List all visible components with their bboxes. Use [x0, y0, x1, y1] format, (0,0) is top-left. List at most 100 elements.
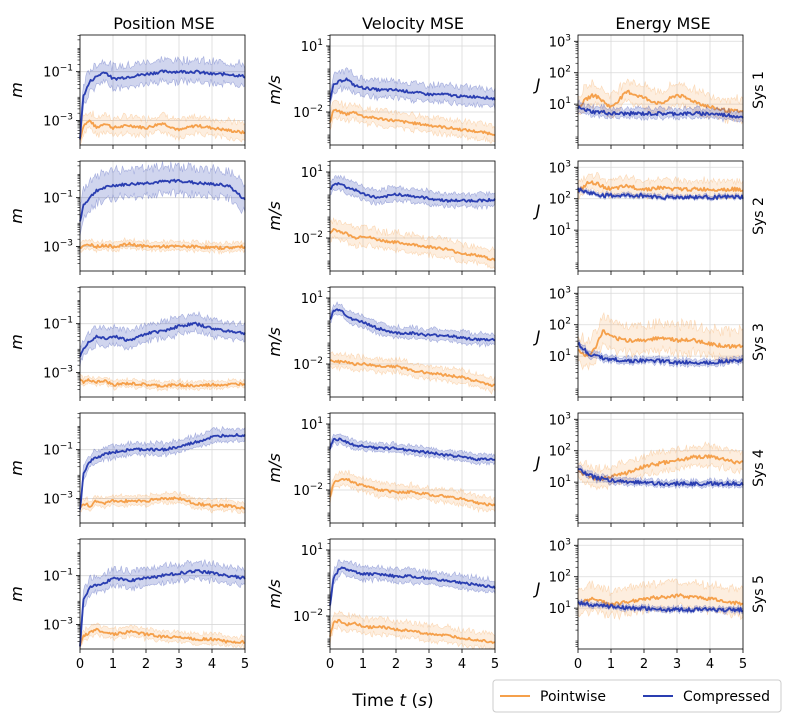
panel-4-3: 101 102 103 J Sys 4	[533, 411, 767, 527]
panel-frame	[329, 538, 496, 650]
y-tick-label: 102	[549, 443, 571, 460]
y-tick-label: 101	[549, 600, 571, 617]
y-tick-label: 10−3	[43, 113, 73, 130]
x-tick-label: 4	[458, 657, 466, 672]
y-axis-label: m/s	[265, 579, 284, 608]
y-tick-label: 10−2	[293, 608, 323, 625]
x-axis-label: Time t (s)	[351, 691, 433, 711]
series-line-pointwise	[577, 329, 744, 358]
y-tick-label: 10−3	[43, 491, 73, 508]
y-tick-label: 101	[549, 222, 571, 239]
y-axis-label: J	[533, 201, 541, 220]
y-tick-label: 10−1	[43, 568, 73, 585]
panel-3-1: 10−3 10−1 m	[7, 286, 246, 401]
row-label: Sys 1	[751, 71, 767, 109]
x-tick-label: 2	[142, 657, 150, 672]
legend: Pointwise Compressed	[492, 679, 782, 713]
panel-5-3: 0 1 2 3 4 5 101 102 103 J Sys 5	[533, 537, 767, 672]
x-tick-label: 2	[640, 657, 648, 672]
x-tick-label: 4	[706, 657, 714, 672]
series-line-pointwise	[329, 618, 496, 644]
y-tick-label: 103	[549, 285, 571, 302]
column-title-energy: Energy MSE	[615, 14, 710, 33]
x-tick-label: 5	[739, 657, 747, 672]
y-tick-label: 102	[549, 191, 571, 208]
y-tick-label: 101	[301, 290, 323, 307]
y-tick-label: 10−3	[43, 239, 73, 256]
series-line-pointwise	[577, 89, 744, 114]
x-tick-label: 0	[326, 657, 334, 672]
band-pointwise	[79, 373, 246, 392]
band-pointwise	[329, 351, 496, 395]
y-tick-label: 10−2	[293, 230, 323, 247]
panel-1-3: 101 102 103 J Sys 1	[533, 33, 767, 149]
y-tick-label: 10−1	[43, 190, 73, 207]
legend-box	[492, 679, 782, 713]
y-tick-label: 101	[549, 96, 571, 113]
y-tick-label: 10−3	[43, 365, 73, 382]
y-tick-label: 101	[549, 474, 571, 491]
row-label: Sys 3	[751, 323, 767, 361]
series-line-pointwise	[577, 180, 744, 194]
y-tick-label: 10−2	[293, 482, 323, 499]
row-label: Sys 5	[751, 575, 767, 613]
x-tick-label: 5	[491, 657, 499, 672]
series-line-pointwise	[329, 477, 496, 507]
panel-frame	[79, 538, 246, 650]
y-axis-label: m/s	[265, 453, 284, 482]
y-tick-label: 101	[301, 164, 323, 181]
legend-label-compressed: Compressed	[683, 689, 770, 705]
y-tick-label: 10−1	[43, 316, 73, 333]
y-axis-label: m/s	[265, 327, 284, 356]
y-tick-label: 10−2	[293, 356, 323, 373]
panel-frame	[329, 286, 496, 398]
y-tick-label: 103	[549, 33, 571, 50]
y-axis-label: J	[533, 453, 541, 472]
x-tick-label: 0	[574, 657, 582, 672]
band-compressed	[329, 433, 496, 466]
x-tick-label: 3	[175, 657, 183, 672]
x-tick-label: 2	[392, 657, 400, 672]
panel-4-2: 10−2 101 m/s	[265, 412, 496, 527]
panel-frame	[79, 286, 246, 398]
series-line-pointwise	[79, 241, 246, 251]
series-line-compressed	[577, 468, 744, 487]
y-axis-label: m	[7, 334, 26, 350]
panel-frame	[329, 160, 496, 272]
panel-frame	[79, 34, 246, 146]
y-tick-label: 103	[549, 537, 571, 554]
y-axis-label: m/s	[265, 75, 284, 104]
series-line-compressed	[577, 187, 744, 200]
y-tick-label: 102	[549, 65, 571, 82]
series-line-compressed	[577, 600, 744, 613]
column-title-velocity: Velocity MSE	[362, 14, 464, 33]
y-tick-label: 102	[549, 317, 571, 334]
panel-1-1: 10−3 10−1 m	[7, 34, 246, 149]
series-line-pointwise	[79, 496, 246, 510]
panel-frame	[577, 538, 744, 650]
legend-label-pointwise: Pointwise	[540, 689, 606, 705]
panel-frame	[577, 160, 744, 272]
panel-frame	[329, 412, 496, 524]
series-line-compressed	[329, 308, 496, 342]
series-line-compressed	[79, 178, 246, 222]
band-compressed	[329, 559, 496, 613]
series-line-compressed	[577, 342, 744, 366]
panel-4-1: 10−3 10−1 m	[7, 412, 246, 527]
panel-2-3: 101 102 103 J Sys 2	[533, 159, 767, 275]
panel-3-2: 10−2 101 m/s	[265, 286, 496, 401]
series-line-pointwise	[79, 119, 246, 141]
y-axis-label: m	[7, 460, 26, 476]
series-line-pointwise	[329, 359, 496, 388]
y-tick-label: 101	[301, 416, 323, 433]
y-tick-label: 101	[301, 542, 323, 559]
y-tick-label: 10−1	[43, 442, 73, 459]
series-line-pointwise	[577, 454, 744, 482]
x-tick-label: 3	[425, 657, 433, 672]
x-tick-label: 5	[241, 657, 249, 672]
series-line-pointwise	[329, 227, 496, 262]
band-compressed	[329, 174, 496, 211]
band-pointwise	[329, 610, 496, 650]
